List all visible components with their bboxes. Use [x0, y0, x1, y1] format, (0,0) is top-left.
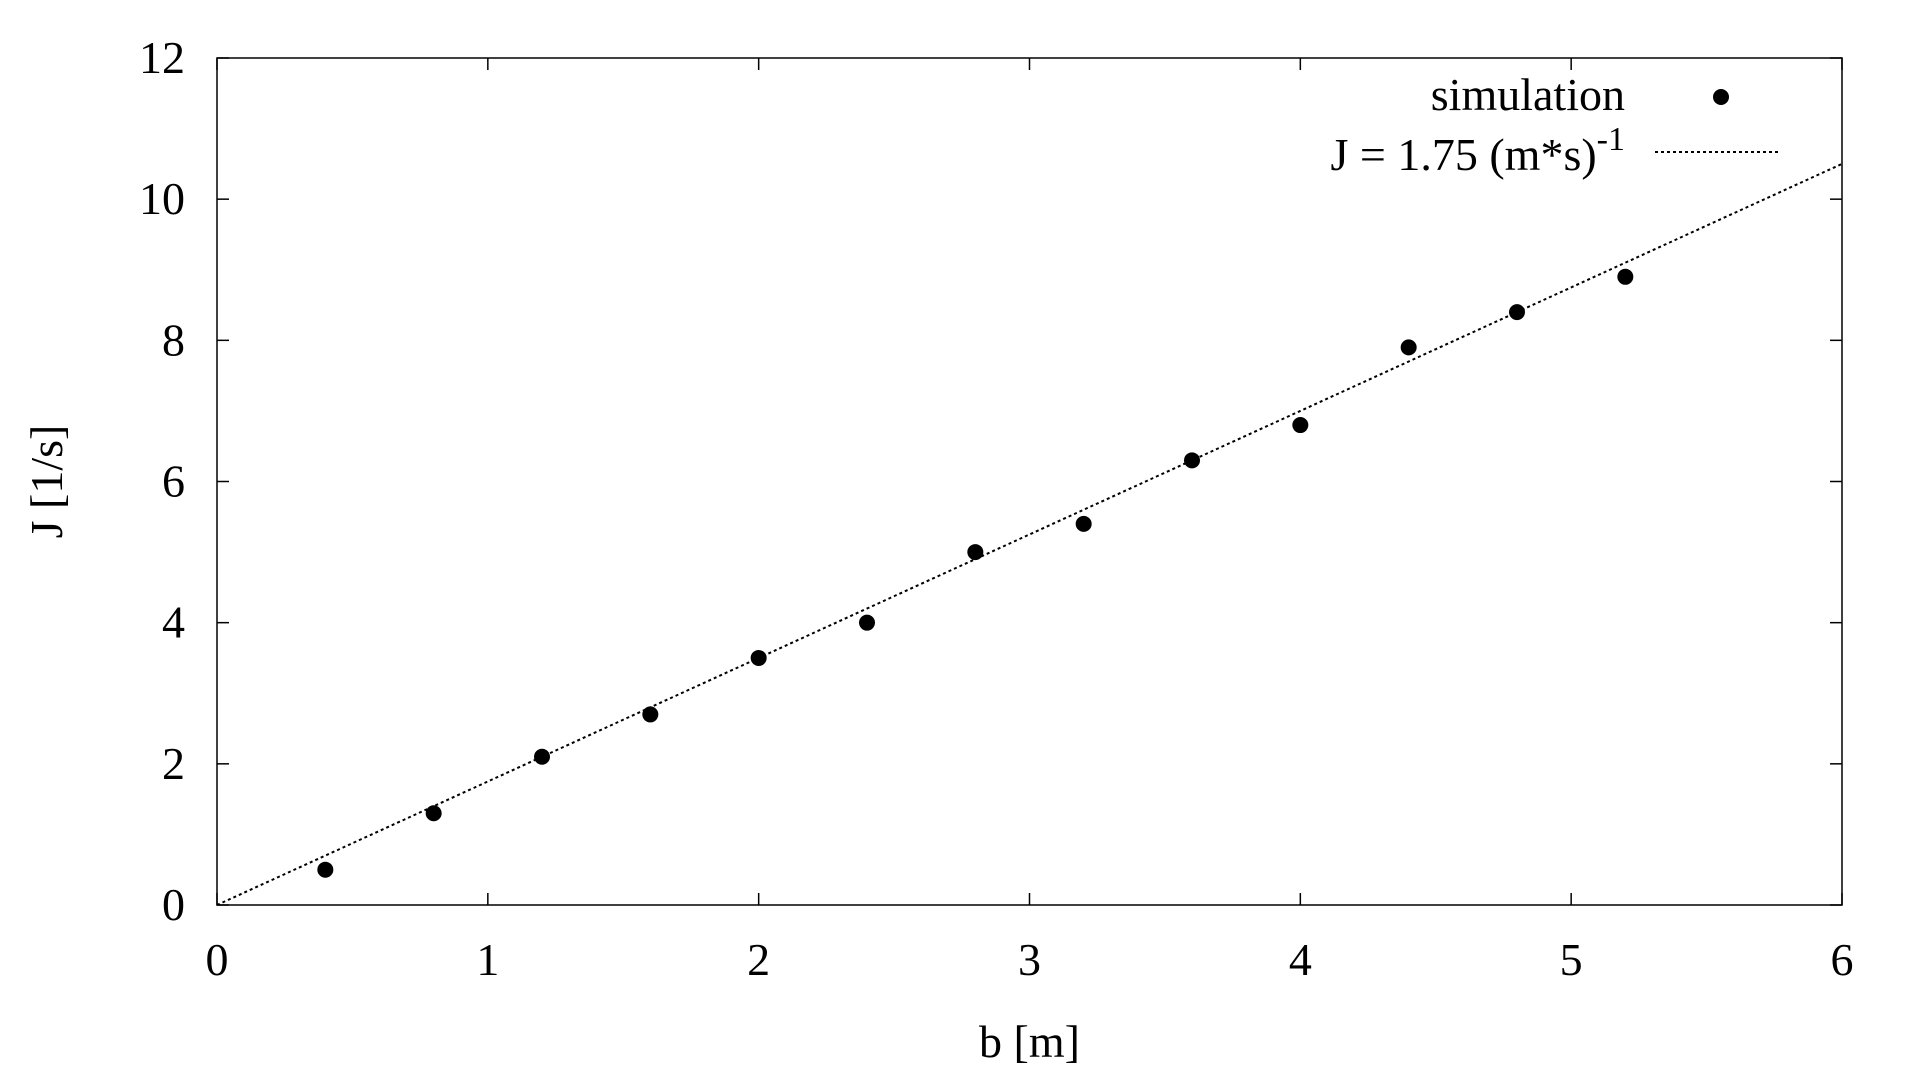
- series-layer: [216, 162, 1843, 906]
- legend-marker-simulation: [1713, 89, 1729, 105]
- y-tick-label: 6: [162, 456, 185, 507]
- data-point: [967, 544, 984, 561]
- data-point: [1400, 339, 1417, 356]
- y-tick-label: 10: [139, 173, 185, 224]
- x-tick-label: 1: [476, 934, 499, 985]
- data-point: [1075, 515, 1092, 532]
- data-point: [1184, 452, 1200, 469]
- y-tick-label: 0: [162, 879, 185, 930]
- y-tick-label: 2: [162, 738, 185, 789]
- data-point: [750, 649, 767, 666]
- plot-frame: [216, 57, 1843, 906]
- data-point: [642, 706, 659, 723]
- y-axis-label: J [1/s]: [21, 425, 72, 539]
- data-point: [1617, 268, 1634, 285]
- data-point: [1292, 417, 1309, 434]
- x-tick-label: 4: [1289, 934, 1312, 985]
- x-tick-label: 6: [1831, 934, 1854, 985]
- x-tick-label: 2: [747, 934, 770, 985]
- data-point: [425, 805, 442, 822]
- fit-line: [216, 162, 1843, 906]
- data-point: [859, 614, 875, 631]
- legend-label-fit: J = 1.75 (m*s)-1: [1331, 121, 1626, 180]
- data-point: [317, 861, 334, 878]
- y-tick-label: 8: [162, 314, 185, 365]
- data-point: [1509, 304, 1525, 321]
- y-tick-label: 4: [162, 597, 185, 648]
- x-tick-label: 3: [1018, 934, 1041, 985]
- legend-label-fit-main: J = 1.75 (m*s): [1331, 129, 1597, 180]
- legend-label-fit-superscript: -1: [1597, 121, 1625, 158]
- data-point: [534, 748, 550, 765]
- y-tick-label: 12: [139, 32, 185, 83]
- legend-label-simulation: simulation: [1431, 69, 1625, 120]
- legend: simulation J = 1.75 (m*s)-1: [1331, 69, 1780, 180]
- x-tick-label: 0: [206, 934, 229, 985]
- x-axis-label: b [m]: [979, 1016, 1080, 1067]
- x-tick-label: 5: [1560, 934, 1583, 985]
